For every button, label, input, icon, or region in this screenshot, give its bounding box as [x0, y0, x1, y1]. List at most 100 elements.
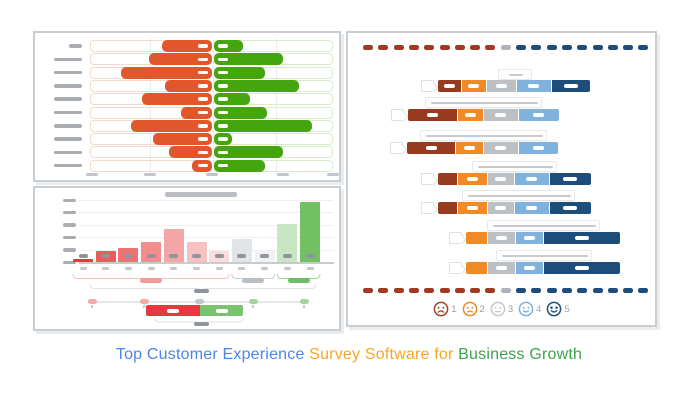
segment-handle-dash: [532, 146, 544, 150]
slider-tick: [252, 304, 254, 308]
row-label-dash: [69, 44, 82, 48]
dashed-border-dash: [393, 45, 404, 50]
row-label-dash: [54, 57, 82, 61]
row-label-dash: [54, 124, 82, 128]
slider-tick: [303, 304, 305, 308]
positive-bar: [214, 159, 265, 172]
tooltip-placeholder: [462, 190, 575, 201]
tooltip-text-dash: [493, 224, 596, 227]
slider-tick: [143, 304, 145, 308]
segment-handle-dash: [495, 236, 507, 240]
negative-bar: [165, 79, 212, 92]
slider-tick: [91, 304, 93, 308]
segment-handle-dash: [425, 146, 437, 150]
y-axis-tick-dash: [63, 248, 76, 252]
overall-pill: [193, 289, 209, 293]
legend-item-4: 4: [518, 301, 541, 317]
tooltip-text-dash: [509, 73, 523, 76]
x-axis-tick-dash: [170, 267, 178, 270]
dashed-border-dash: [378, 288, 389, 293]
segment-handle-dash: [526, 177, 537, 181]
negative-bar: [142, 93, 212, 106]
segment-handle-dash: [523, 236, 535, 240]
y-axis-tick-dash: [63, 198, 76, 202]
tooltip-placeholder: [487, 220, 600, 231]
gridline-horizontal: [79, 237, 334, 239]
segment-handle-dash: [563, 84, 578, 88]
slider-pill: [139, 298, 149, 304]
segment-handle-dash: [526, 206, 537, 210]
dashed-border-dash: [485, 288, 496, 293]
row-label-dash: [54, 70, 82, 75]
row-label-dash: [54, 137, 82, 141]
x-axis-tick-dash: [261, 267, 269, 270]
legend-label-4: 4: [536, 303, 542, 315]
positive-bar: [214, 106, 267, 119]
gridline-vertical: [212, 38, 214, 175]
legend-item-3: 3: [490, 301, 513, 317]
page-title: Top Customer Experience Survey Software …: [0, 346, 698, 364]
negative-bar-handle-dash: [198, 110, 208, 115]
bar-handle-dash: [237, 254, 247, 258]
dashed-border-dash: [577, 45, 588, 50]
segment-handle-dash: [495, 206, 506, 210]
positive-bar: [214, 93, 250, 106]
dashed-border-dash: [516, 45, 526, 50]
passives-pill: [242, 278, 265, 283]
dashed-border-dash: [393, 288, 404, 293]
diverging-bar-chart-panel: [33, 31, 341, 182]
gridline-horizontal: [79, 224, 334, 226]
positive-bar-handle-dash: [218, 110, 228, 115]
dashed-border-dash: [363, 288, 373, 293]
dashed-border-dash: [546, 45, 557, 50]
negative-bar: [131, 119, 212, 132]
negative-bar: [149, 53, 212, 66]
tooltip-placeholder: [472, 161, 557, 172]
nps-histogram-panel: [33, 186, 341, 331]
segment-handle-dash: [468, 84, 479, 88]
positive-bar: [214, 40, 243, 52]
x-axis-tick-dash: [277, 173, 289, 176]
negative-bar-handle-dash: [198, 44, 208, 48]
bar-handle-dash: [123, 254, 133, 258]
gridline-horizontal: [79, 212, 334, 214]
likert-segment-1: [438, 173, 457, 185]
positive-bar: [214, 146, 283, 159]
dashed-border-dash: [577, 288, 588, 293]
dashed-border-dash: [531, 45, 542, 50]
dashed-border-dash: [454, 45, 465, 50]
positive-bar-handle-dash: [218, 70, 228, 75]
dashed-border-dash: [592, 288, 603, 293]
bar-handle-dash: [146, 254, 156, 258]
sad-face-icon: [462, 301, 477, 317]
segment-handle-dash: [495, 177, 506, 181]
x-axis-tick-dash: [306, 267, 314, 270]
negative-bar-handle-dash: [198, 137, 208, 141]
very-happy-face-icon: [547, 301, 562, 317]
segment-handle-dash: [495, 266, 507, 270]
chart-title-dash: [165, 192, 237, 197]
positive-bar-handle-dash: [218, 57, 228, 61]
segment-handle-dash: [523, 266, 535, 270]
histogram-bar: [186, 242, 207, 262]
neutral-face-icon: [490, 301, 506, 317]
slider-pill: [87, 298, 97, 304]
positive-bar-handle-dash: [218, 124, 228, 128]
x-axis-tick-dash: [147, 267, 155, 270]
bar-handle-dash: [282, 254, 292, 258]
x-axis-tick-dash: [86, 173, 98, 176]
histogram-bar: [277, 224, 298, 262]
x-axis-tick-dash: [206, 173, 218, 176]
tooltip-placeholder: [420, 130, 547, 141]
dashed-border-dash: [500, 288, 511, 293]
negative-bar-handle-dash: [198, 97, 208, 101]
positive-bar-handle-dash: [218, 84, 228, 88]
bar-handle-dash: [169, 254, 179, 258]
dashed-border-dash: [470, 45, 481, 50]
tooltip-text-dash: [502, 254, 588, 257]
negative-bar: [169, 146, 212, 159]
likert-stacked-chart: 1 2 3: [348, 33, 655, 325]
row-label-notch: [391, 109, 404, 121]
segment-handle-dash: [563, 177, 577, 181]
